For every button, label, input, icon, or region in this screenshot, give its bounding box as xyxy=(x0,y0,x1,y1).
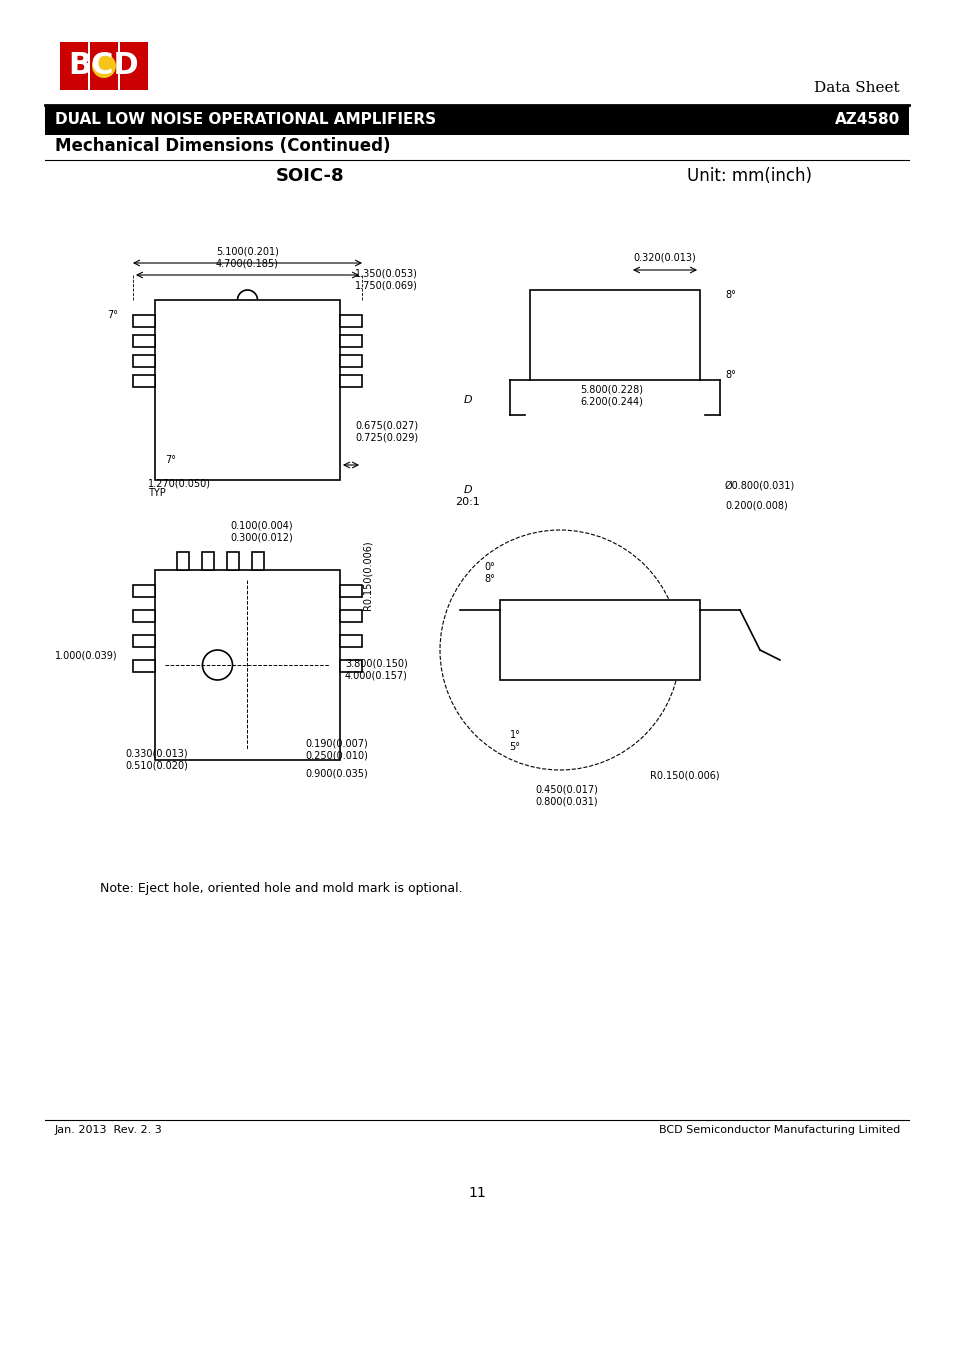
Text: 3.800(0.150): 3.800(0.150) xyxy=(345,657,407,668)
Bar xyxy=(339,585,361,597)
Text: 0.900(0.035): 0.900(0.035) xyxy=(305,768,367,778)
Text: 7°: 7° xyxy=(165,455,175,464)
Text: 8°: 8° xyxy=(724,290,735,300)
Text: 4.700(0.185): 4.700(0.185) xyxy=(215,258,278,269)
Text: 1.000(0.039): 1.000(0.039) xyxy=(55,649,117,660)
Text: 1.350(0.053): 1.350(0.053) xyxy=(355,269,417,278)
Bar xyxy=(339,375,361,387)
Text: Note: Eject hole, oriented hole and mold mark is optional.: Note: Eject hole, oriented hole and mold… xyxy=(100,882,462,895)
Text: R0.150(0.006): R0.150(0.006) xyxy=(363,540,373,610)
Text: 5.800(0.228): 5.800(0.228) xyxy=(579,385,642,396)
Text: Jan. 2013  Rev. 2. 3: Jan. 2013 Rev. 2. 3 xyxy=(55,1125,163,1135)
Bar xyxy=(339,315,361,327)
FancyBboxPatch shape xyxy=(120,42,148,90)
Text: Data Sheet: Data Sheet xyxy=(814,81,899,95)
Bar xyxy=(132,610,154,622)
Text: 0.800(0.031): 0.800(0.031) xyxy=(535,796,597,807)
Text: 0.190(0.007): 0.190(0.007) xyxy=(305,738,367,748)
Bar xyxy=(132,355,154,367)
Text: 5.100(0.201): 5.100(0.201) xyxy=(215,246,278,256)
Bar xyxy=(339,335,361,347)
Text: 1.750(0.069): 1.750(0.069) xyxy=(355,279,417,290)
Text: SOIC-8: SOIC-8 xyxy=(275,167,344,185)
Text: 1.270(0.050): 1.270(0.050) xyxy=(148,478,211,487)
Circle shape xyxy=(91,54,116,78)
Bar xyxy=(227,552,239,570)
Text: 11: 11 xyxy=(468,1187,485,1200)
Bar xyxy=(45,105,908,135)
Text: Unit: mm(inch): Unit: mm(inch) xyxy=(687,167,812,185)
Text: Ø0.800(0.031): Ø0.800(0.031) xyxy=(724,481,795,490)
Text: DUAL LOW NOISE OPERATIONAL AMPLIFIERS: DUAL LOW NOISE OPERATIONAL AMPLIFIERS xyxy=(55,112,436,127)
Bar xyxy=(154,570,339,760)
Text: 0.250(0.010): 0.250(0.010) xyxy=(305,751,368,760)
Text: 8°: 8° xyxy=(484,574,495,585)
Text: 0.200(0.008): 0.200(0.008) xyxy=(724,500,787,510)
Text: D: D xyxy=(463,485,472,495)
Bar xyxy=(339,634,361,647)
Bar xyxy=(530,290,700,379)
Text: R0.150(0.006): R0.150(0.006) xyxy=(649,769,719,780)
Bar xyxy=(132,634,154,647)
Text: D: D xyxy=(463,396,472,405)
Text: 6.200(0.244): 6.200(0.244) xyxy=(579,397,642,406)
Bar xyxy=(154,300,339,481)
Bar xyxy=(132,315,154,327)
Text: AZ4580: AZ4580 xyxy=(834,112,899,127)
Text: 1°: 1° xyxy=(509,730,520,740)
Text: 0.300(0.012): 0.300(0.012) xyxy=(230,532,293,541)
Bar xyxy=(499,599,700,680)
Text: 5°: 5° xyxy=(509,743,520,752)
Text: 20:1: 20:1 xyxy=(456,497,480,508)
Text: 0.330(0.013): 0.330(0.013) xyxy=(125,748,188,757)
FancyBboxPatch shape xyxy=(60,42,88,90)
Text: BCD: BCD xyxy=(69,50,139,80)
Text: 4.000(0.157): 4.000(0.157) xyxy=(345,670,408,680)
Bar xyxy=(339,610,361,622)
Bar xyxy=(132,585,154,597)
Bar xyxy=(132,660,154,672)
Text: 0.320(0.013): 0.320(0.013) xyxy=(633,252,696,263)
Bar xyxy=(202,552,213,570)
Text: 0.100(0.004): 0.100(0.004) xyxy=(230,520,293,531)
Bar xyxy=(132,335,154,347)
Bar xyxy=(252,552,264,570)
Bar xyxy=(177,552,189,570)
Text: 0.725(0.029): 0.725(0.029) xyxy=(355,432,417,441)
Text: 0.450(0.017): 0.450(0.017) xyxy=(535,784,598,795)
Text: Mechanical Dimensions (Continued): Mechanical Dimensions (Continued) xyxy=(55,136,390,155)
Bar xyxy=(339,355,361,367)
FancyBboxPatch shape xyxy=(90,42,118,90)
Text: 0.510(0.020): 0.510(0.020) xyxy=(125,760,188,770)
Text: 7°: 7° xyxy=(107,310,118,320)
Text: 0.675(0.027): 0.675(0.027) xyxy=(355,420,417,431)
Text: BCD Semiconductor Manufacturing Limited: BCD Semiconductor Manufacturing Limited xyxy=(659,1125,899,1135)
Text: TYP: TYP xyxy=(148,487,166,498)
Text: 8°: 8° xyxy=(724,370,735,379)
Bar xyxy=(339,660,361,672)
Text: 0°: 0° xyxy=(484,562,495,572)
Bar xyxy=(132,375,154,387)
